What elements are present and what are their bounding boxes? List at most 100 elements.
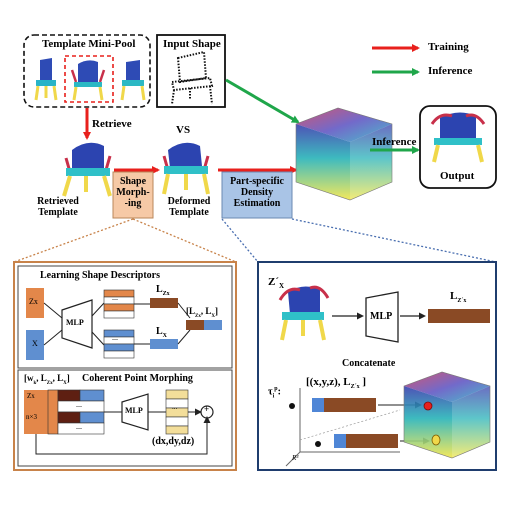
input-shape-title: Input Shape [163,38,221,50]
shape-morphing-box [112,171,154,219]
pool-chair-1 [34,58,58,101]
deformed-line1: Deformed [167,196,211,207]
pool-title: Template Mini-Pool [42,38,136,50]
r3-label: R³ [292,454,299,462]
pool-chair-3 [120,60,146,101]
lx-vector [150,339,178,349]
zx-prime-label: Z´X [268,276,284,291]
mlp-morph-label: MLP [125,406,143,415]
concat-s2: X [211,313,215,319]
zx-input-block [26,288,44,318]
plus-label: + [204,404,210,414]
shape-morphing-label: Shape Morph- -ing [113,176,153,209]
morph-feature-matrix [47,389,105,435]
output-chair [430,112,486,163]
wk-s3: X [63,380,67,386]
pool-chair-2 [70,60,106,101]
zx-points-label: Zx [27,392,35,400]
concatenate-label: Concatenate [342,358,396,369]
deformed-template-chair [162,142,210,195]
morph-title: Coherent Point Morphing [82,373,193,384]
lzx-prime-sub: Z´x [457,298,467,305]
deformed-template-label: Deformed Template [158,196,220,218]
descriptors-title: Learning Shape Descriptors [40,270,160,281]
lzx-label: LZx [156,284,170,298]
retrieved-template-chair [62,142,112,197]
selected-template-box [64,55,114,103]
mlp-density [365,291,399,343]
morph-dotted-right [132,218,237,263]
retrieved-line1: Retrieved [37,196,79,207]
concat-descriptor-label: [LZx, LX] [186,306,218,319]
tau-sup: p [274,386,278,392]
concat-row-1 [312,398,376,412]
density-line2: Density [240,187,274,198]
density-box [221,171,293,219]
mlp-descriptor [61,299,93,349]
lzx-prime-vector [428,309,490,323]
wk-l2: , L [36,373,47,383]
xyz-concat-label: [(x,y,z), LZ´x ] [306,376,366,391]
retrieve-label: Retrieve [92,118,132,130]
concat-s1: Zx [195,313,201,319]
template-pool-box [23,34,151,108]
output-label: Output [440,170,475,182]
lzx-sub: Zx [162,291,170,297]
tau-sub: i [272,393,275,400]
query-point-2 [315,441,321,447]
concat-vector-b [204,320,222,330]
input-shape-box [156,34,226,108]
density-line1: Part-specific [230,176,284,187]
wk-l3: , L [52,373,64,383]
zx-points-block [24,390,48,434]
wk-s1: k [33,380,37,386]
lzx-prime-label: LZ´x [450,290,466,305]
zx-prime-sub: X [279,282,285,291]
x-stack-dots: ... [112,333,118,342]
retrieved-template-label: Retrieved Template [28,196,88,218]
zx-prime-main: Z´ [268,276,279,288]
lx-label: LX [156,326,167,340]
legend-inference-label: Inference [428,65,473,77]
mlp-density-label: MLP [370,311,393,322]
tau-label: τip: [268,386,281,400]
wk-l1: [w [24,373,34,383]
dxyz-label: (dx,dy,dz) [152,436,195,447]
mlp-descriptor-label: MLP [66,318,84,327]
descriptors-subpanel [17,265,233,369]
concat-row-2 [334,434,398,448]
lx-main: L [156,326,163,337]
tau-main: τ [268,386,273,398]
lzx-main: L [156,284,163,295]
concat-vector-a [186,320,204,330]
inference-label: Inference [372,136,417,148]
x-input-label: X [32,339,38,348]
xyz-sub: Z´x [350,384,360,391]
morph-matrix-dots-2: ... [76,422,82,431]
morph-line2: Morph- [116,187,150,198]
concat-l2: , L [200,306,212,316]
mlp-morph [121,393,149,431]
vs-label: VS [176,124,191,136]
lzx-prime-main: L [450,290,458,302]
zx-stack-dots: ... [112,293,118,302]
legend-training-label: Training [428,41,469,53]
inference-arrow-input [225,78,300,124]
xyz-main: [(x,y,z), L [306,376,351,388]
axis-y [285,451,301,467]
lzx-vector [150,298,178,308]
skip-connection [35,416,211,455]
density-dotted-right [291,218,497,263]
concat-end: ] [214,306,218,316]
tau-colon: : [277,386,281,398]
panel-chair [278,285,330,341]
density-line3: Estimation [233,198,281,209]
x-feature-stack [103,329,135,359]
nx3-label: n×3 [26,413,37,421]
zx-input-label: Zx [29,297,38,306]
wk-s2: Zx [46,380,53,386]
x-input-block [26,330,44,360]
morph-matrix-dots-1: ... [76,400,82,409]
